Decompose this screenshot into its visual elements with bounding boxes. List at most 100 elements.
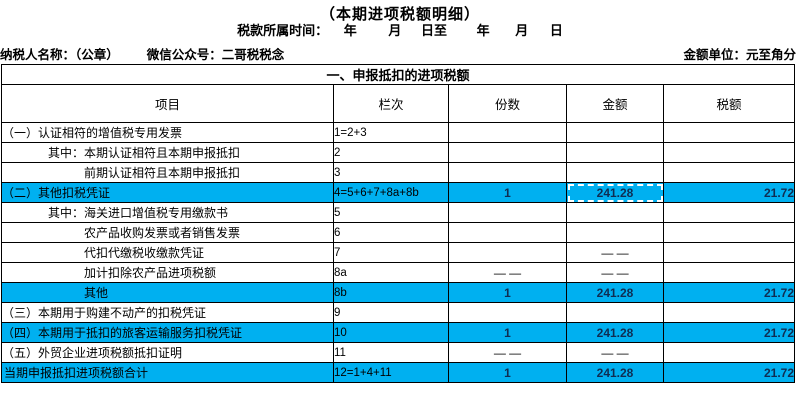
column-no-cell: 5 [333,202,449,223]
tax-cell [662,342,796,363]
item-cell: 其他 [1,282,334,303]
table-body: （一）认证相符的增值税专用发票 1=2+3 其中：本期认证相符且本期申报抵扣 2 前期认… [1,122,796,383]
column-no-cell: 12=1+4+11 [333,362,449,383]
column-no-cell: 1=2+3 [333,122,449,143]
table-row: 农产品收购发票或者销售发票 6 [1,222,796,243]
tax-cell [662,242,796,263]
item-cell: 加计扣除农产品进项税额 [1,262,334,283]
tax-cell: 21.72 [662,362,796,383]
col-header-item: 项目 [1,84,334,123]
item-cell: 其中：本期认证相符且本期申报抵扣 [1,142,334,163]
copies-cell [448,122,567,143]
meta-line: 纳税人名称：（公章） 微信公众号：二哥税税念 金额单位：元至角分 [0,43,800,64]
item-cell: 当期申报抵扣进项税额合计 [1,362,334,383]
period-day-end-label: 日 [549,23,563,38]
table-row: （三）本期用于购建不动产的扣税凭证 9 [1,302,796,323]
column-no-cell: 6 [333,222,449,243]
column-header-row: 项目 栏次 份数 金额 税额 [1,84,796,123]
tax-cell [662,222,796,243]
tax-cell: 21.72 [662,282,796,303]
table-row: 其他 8b 1 241.28 21.72 [1,282,796,303]
copies-cell: — — [448,342,567,363]
tax-cell [662,262,796,283]
copies-cell: 1 [448,182,567,203]
col-header-amount: 金额 [566,84,664,123]
item-cell: （五）外贸企业进项税额抵扣证明 [1,342,334,363]
item-cell: 其中：海关进口增值税专用缴款书 [1,202,334,223]
copies-cell [448,202,567,223]
item-cell: （二）其他扣税凭证 [1,182,334,203]
table-row: （五）外贸企业进项税额抵扣证明 11— — — — [1,342,796,363]
item-cell: （三）本期用于购建不动产的扣税凭证 [1,302,334,323]
table-row: 其中：海关进口增值税专用缴款书 5 [1,202,796,223]
item-cell: （四）本期用于抵扣的旅客运输服务扣税凭证 [1,322,334,343]
period-year-start-label: 年 [343,23,357,38]
amount-cell [566,202,664,223]
table-row: 代扣代缴税收缴款凭证 7 — — [1,242,796,263]
item-cell: 农产品收购发票或者销售发票 [1,222,334,243]
item-cell: 前期认证相符且本期申报抵扣 [1,162,334,183]
column-no-cell: 9 [333,302,449,323]
tax-period-line: 税款所属时间： 年 月 日至 年 月 日 [0,21,800,43]
tax-cell: 21.72 [662,182,796,203]
tax-cell [662,302,796,323]
tax-cell [662,202,796,223]
amount-unit-label: 金额单位：元至角分 [683,48,796,62]
col-header-copies: 份数 [448,84,567,123]
copies-cell: — — [448,262,567,283]
col-header-column-no: 栏次 [333,84,449,123]
amount-cell: 241.28 [566,282,664,303]
tax-cell: 21.72 [662,322,796,343]
selected-amount-cell[interactable]: 241.28 [566,182,664,203]
period-year-end-label: 年 [476,23,490,38]
amount-cell: — — [566,342,664,363]
copies-cell [448,142,567,163]
tax-cell [662,162,796,183]
column-no-cell: 2 [333,142,449,163]
period-day-to-label: 日至 [420,23,447,38]
period-month-end-label: 月 [515,23,529,38]
copies-cell [448,162,567,183]
copies-cell [448,302,567,323]
amount-cell: — — [566,262,664,283]
column-no-cell: 10 [333,322,449,343]
column-no-cell: 11 [333,342,449,363]
table-row: （二）其他扣税凭证 4=5+6+7+8a+8b 1 241.28 21.72 [1,182,796,203]
column-no-cell: 8a [333,262,449,283]
table-row: 前期认证相符且本期申报抵扣 3 [1,162,796,183]
amount-cell: 241.28 [566,322,664,343]
amount-cell: — — [566,242,664,263]
tax-cell [662,142,796,163]
item-cell: （一）认证相符的增值税专用发票 [1,122,334,143]
item-cell: 代扣代缴税收缴款凭证 [1,242,334,263]
form-title: （本期进项税额明细） [319,6,480,23]
table-row: 当期申报抵扣进项税额合计 12=1+4+11 1 241.28 21.72 [1,362,796,383]
copies-cell: 1 [448,362,567,383]
amount-cell [566,222,664,243]
section-title: 一、申报抵扣的进项税额 [0,64,796,85]
copies-cell [448,222,567,243]
table-row: 其中：本期认证相符且本期申报抵扣 2 [1,142,796,163]
copies-cell [448,242,567,263]
col-header-tax: 税额 [662,84,796,123]
taxpayer-name-label: 纳税人名称：（公章） [0,48,119,62]
amount-cell [566,162,664,183]
tax-period-label: 税款所属时间： [237,23,329,38]
amount-cell: 241.28 [566,362,664,383]
tax-cell [662,122,796,143]
wechat-account-label: 微信公众号：二哥税税念 [146,48,285,62]
copies-cell: 1 [448,322,567,343]
amount-cell [566,122,664,143]
column-no-cell: 3 [333,162,449,183]
column-no-cell: 8b [333,282,449,303]
table-row: 加计扣除农产品进项税额 8a — — — — [1,262,796,283]
table-row: （四）本期用于抵扣的旅客运输服务扣税凭证 10 1 241.28 21.72 [1,322,796,343]
column-no-cell: 4=5+6+7+8a+8b [333,182,449,203]
table-row: （一）认证相符的增值税专用发票 1=2+3 [1,122,796,143]
input-tax-table: 一、申报抵扣的进项税额 项目 栏次 份数 金额 税额 （一）认证相符的增值税专用… [0,64,796,383]
column-no-cell: 7 [333,242,449,263]
copies-cell: 1 [448,282,567,303]
section-header-row: 一、申报抵扣的进项税额 [0,64,796,85]
period-month-start-label: 月 [388,23,402,38]
